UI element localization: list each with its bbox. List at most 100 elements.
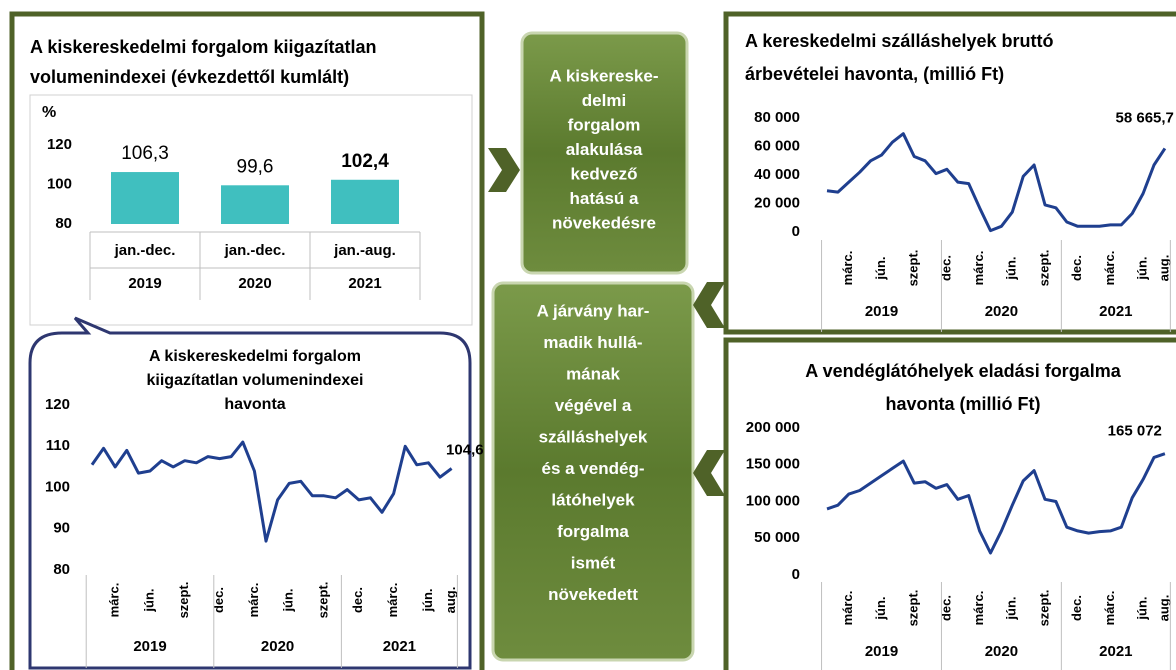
text-box-line: növekedésre: [552, 213, 656, 232]
data-label: 104,6: [446, 441, 484, 458]
bar: [331, 179, 399, 224]
arrow-right: [488, 148, 520, 192]
data-label: 165 072: [1108, 423, 1162, 440]
x-tick-label: dec.: [938, 595, 953, 621]
group-label: 2020: [985, 303, 1018, 320]
data-label: 106,3: [121, 143, 169, 164]
group-label: 2020: [261, 638, 294, 655]
x-tick-label: aug.: [1156, 255, 1171, 282]
y-tick-label: 150 000: [746, 456, 800, 473]
y-tick-label: 0: [792, 566, 800, 583]
x-tick-label: jan.-dec.: [224, 242, 286, 259]
bottom-right-panel: [723, 337, 1176, 670]
speech-bubble: [28, 316, 472, 670]
x-tick-label: márc.: [840, 251, 855, 286]
text-box-line: ismét: [571, 553, 616, 572]
group-label: 2021: [1099, 303, 1132, 320]
group-label: 2019: [133, 638, 166, 655]
chart-title: A kiskereskedelmi forgalom: [149, 348, 361, 365]
x-tick-label: jún.: [1004, 256, 1019, 280]
chart-title: volumenindexei (évkezdettől kumlált): [30, 67, 349, 87]
y-tick-label: 120: [45, 396, 70, 413]
x-tick-label: aug.: [1156, 595, 1171, 622]
group-label: 2019: [128, 275, 161, 292]
text-box-line: mának: [566, 364, 620, 383]
text-box-line: növekedett: [548, 585, 638, 604]
arrow-left: [693, 282, 725, 328]
y-tick-label: 40 000: [754, 166, 800, 183]
line-series: [826, 452, 1166, 555]
y-tick-label: 80: [55, 215, 72, 232]
arrow-left: [693, 450, 725, 496]
line-series: [826, 132, 1167, 233]
text-box-line: kedvező: [570, 164, 637, 183]
y-tick-label: 80 000: [754, 109, 800, 126]
group-label: 2020: [238, 275, 271, 292]
text-box-line: forgalom: [568, 115, 641, 134]
x-tick-label: szept.: [1036, 250, 1051, 287]
text-box-line: alakulása: [566, 140, 643, 159]
x-tick-label: márc.: [840, 591, 855, 626]
x-tick-label: márc.: [107, 583, 122, 618]
chart-title: A vendéglátóhelyek eladási forgalma: [805, 361, 1121, 381]
group-label: 2019: [865, 643, 898, 660]
text-box-line: A kiskereske-: [549, 66, 658, 85]
x-tick-label: szept.: [1036, 590, 1051, 627]
group-label: 2020: [985, 643, 1018, 660]
group-label: 2021: [1099, 643, 1132, 660]
chart-title: havonta (millió Ft): [886, 394, 1041, 414]
y-tick-label: 60 000: [754, 137, 800, 154]
x-tick-label: szept.: [906, 250, 921, 287]
y-tick-label: 110: [46, 437, 70, 454]
group-label: 2021: [348, 275, 381, 292]
y-tick-label: 80: [53, 561, 70, 578]
text-box-line: végével a: [555, 396, 632, 415]
text-box-line: szálláshelyek: [539, 427, 648, 446]
data-label: 102,4: [341, 151, 389, 172]
text-box-line: madik hullá-: [543, 333, 642, 352]
text-box: [491, 281, 695, 662]
chart-title: A kiskereskedelmi forgalom kiigazítatlan: [30, 37, 376, 57]
x-tick-label: dec.: [1069, 255, 1084, 281]
x-tick-label: szept.: [176, 582, 191, 619]
y-tick-label: 120: [47, 136, 72, 153]
text-box: [520, 31, 689, 275]
text-box-line: delmi: [582, 91, 626, 110]
chart-title: kiigazítatlan volumenindexei: [147, 372, 364, 389]
x-tick-label: márc.: [971, 591, 986, 626]
y-tick-label: 100: [47, 175, 72, 192]
data-label: 58 665,7: [1116, 109, 1174, 126]
x-tick-label: jan.-dec.: [114, 242, 176, 259]
x-tick-label: szept.: [906, 590, 921, 627]
x-tick-label: jún.: [1135, 596, 1150, 620]
text-box-line: A járvány har-: [537, 301, 650, 320]
x-tick-label: jún.: [141, 588, 156, 612]
chart-title: A kereskedelmi szálláshelyek bruttó: [745, 31, 1053, 51]
text-box-line: és a vendég-: [542, 459, 645, 478]
x-tick-label: jún.: [1135, 256, 1150, 280]
x-tick-label: márc.: [1102, 251, 1117, 286]
x-tick-label: márc.: [246, 583, 261, 618]
x-tick-label: jún.: [873, 596, 888, 620]
line-series: [90, 440, 453, 543]
bar: [111, 172, 179, 224]
x-tick-label: szept.: [315, 582, 330, 619]
x-tick-label: márc.: [1102, 591, 1117, 626]
x-tick-label: jan.-aug.: [333, 242, 396, 259]
group-label: 2019: [865, 303, 898, 320]
x-tick-label: dec.: [350, 587, 365, 613]
y-tick-label: 20 000: [754, 194, 800, 211]
x-tick-label: jún.: [1004, 596, 1019, 620]
y-tick-label: 200 000: [746, 419, 800, 436]
x-tick-label: aug.: [443, 587, 458, 614]
text-box-line: látóhelyek: [551, 490, 635, 509]
chart-title: havonta: [224, 396, 285, 413]
text-box-line: forgalma: [557, 522, 629, 541]
x-tick-label: jún.: [420, 588, 435, 612]
y-unit: %: [42, 104, 56, 121]
x-tick-label: márc.: [971, 251, 986, 286]
bar: [221, 185, 289, 224]
group-label: 2021: [383, 638, 416, 655]
x-tick-label: márc.: [385, 583, 400, 618]
